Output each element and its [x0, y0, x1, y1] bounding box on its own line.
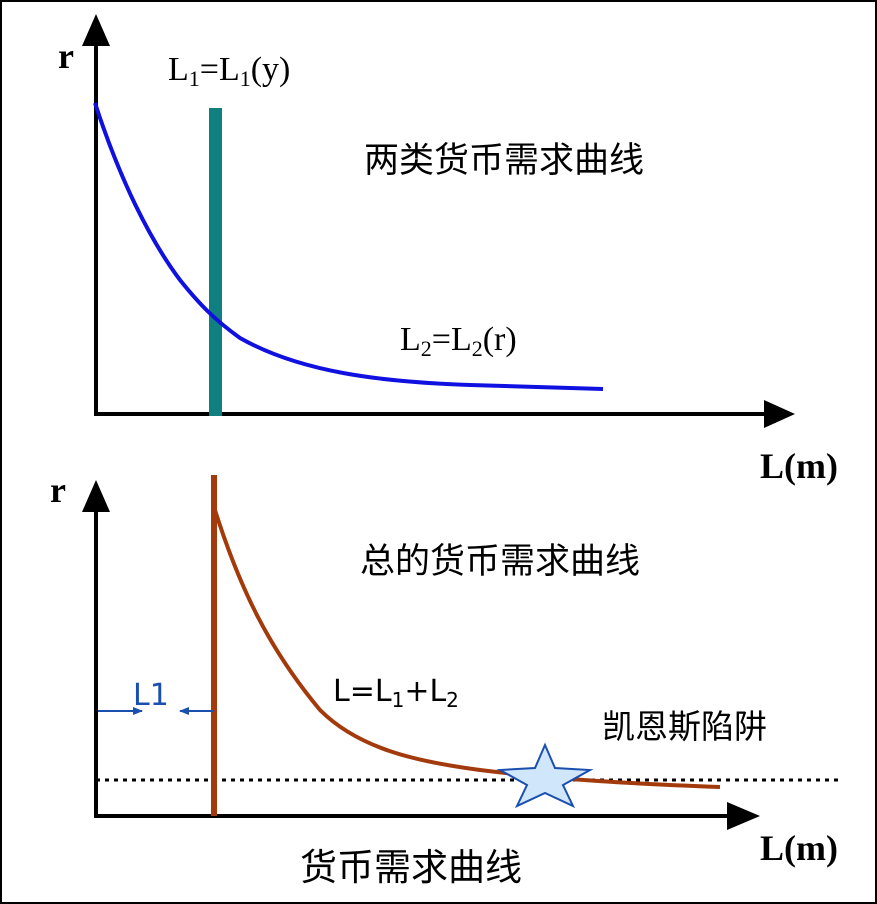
- liquidity-trap-star: [496, 742, 594, 809]
- l1-vertical-line: [211, 475, 217, 816]
- l1-width-label: L1: [133, 678, 169, 713]
- bottom-x-arrow: [727, 802, 760, 830]
- top-panel: r L(m) L1=L1(y) L2=L2(r) 两类货币需求曲线: [58, 14, 838, 486]
- bottom-y-arrow: [82, 480, 110, 512]
- l1-vertical-line: [209, 108, 222, 416]
- figure-caption: 货币需求曲线: [300, 846, 522, 889]
- total-demand-curve: [212, 506, 721, 789]
- l2-label: L2=L2(r): [400, 321, 517, 361]
- total-demand-label: L=L1+L2: [333, 674, 459, 712]
- l1-label: L1=L1(y): [168, 51, 290, 91]
- bottom-x-axis-label: L(m): [760, 828, 838, 868]
- liquidity-trap-label: 凯恩斯陷阱: [602, 707, 767, 746]
- bottom-panel-title: 总的货币需求曲线: [360, 542, 640, 582]
- bottom-y-axis-label: r: [50, 470, 66, 510]
- bottom-panel: r L(m) L1 L=L1+L2 凯恩斯陷阱 总的货币需求曲线: [50, 470, 838, 868]
- top-y-axis-label: r: [58, 36, 74, 76]
- top-panel-title: 两类货币需求曲线: [364, 141, 644, 181]
- top-x-arrow: [764, 400, 795, 428]
- l2-curve: [93, 102, 604, 391]
- top-x-axis-label: L(m): [760, 446, 838, 486]
- top-y-arrow: [82, 14, 110, 46]
